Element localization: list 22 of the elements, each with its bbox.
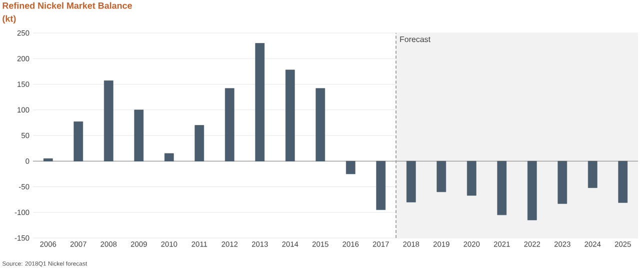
bar bbox=[164, 153, 174, 162]
y-axis-title: (kt) bbox=[2, 15, 16, 24]
bar bbox=[558, 160, 568, 204]
bar bbox=[346, 160, 356, 174]
bar bbox=[255, 43, 265, 162]
bar bbox=[104, 80, 114, 162]
bar bbox=[406, 160, 416, 202]
bar bbox=[376, 160, 386, 210]
chart-title: Refined Nickel Market Balance bbox=[2, 2, 132, 9]
bar bbox=[466, 160, 476, 196]
bar bbox=[194, 125, 204, 162]
bar bbox=[497, 160, 507, 216]
bar bbox=[224, 88, 234, 162]
bar bbox=[436, 160, 446, 192]
bar bbox=[285, 70, 295, 162]
bar bbox=[316, 88, 326, 162]
bar bbox=[74, 122, 84, 162]
bar bbox=[618, 160, 628, 203]
bar bbox=[588, 160, 598, 188]
bar bbox=[134, 110, 144, 162]
bar bbox=[527, 160, 537, 220]
bar bbox=[43, 158, 53, 162]
